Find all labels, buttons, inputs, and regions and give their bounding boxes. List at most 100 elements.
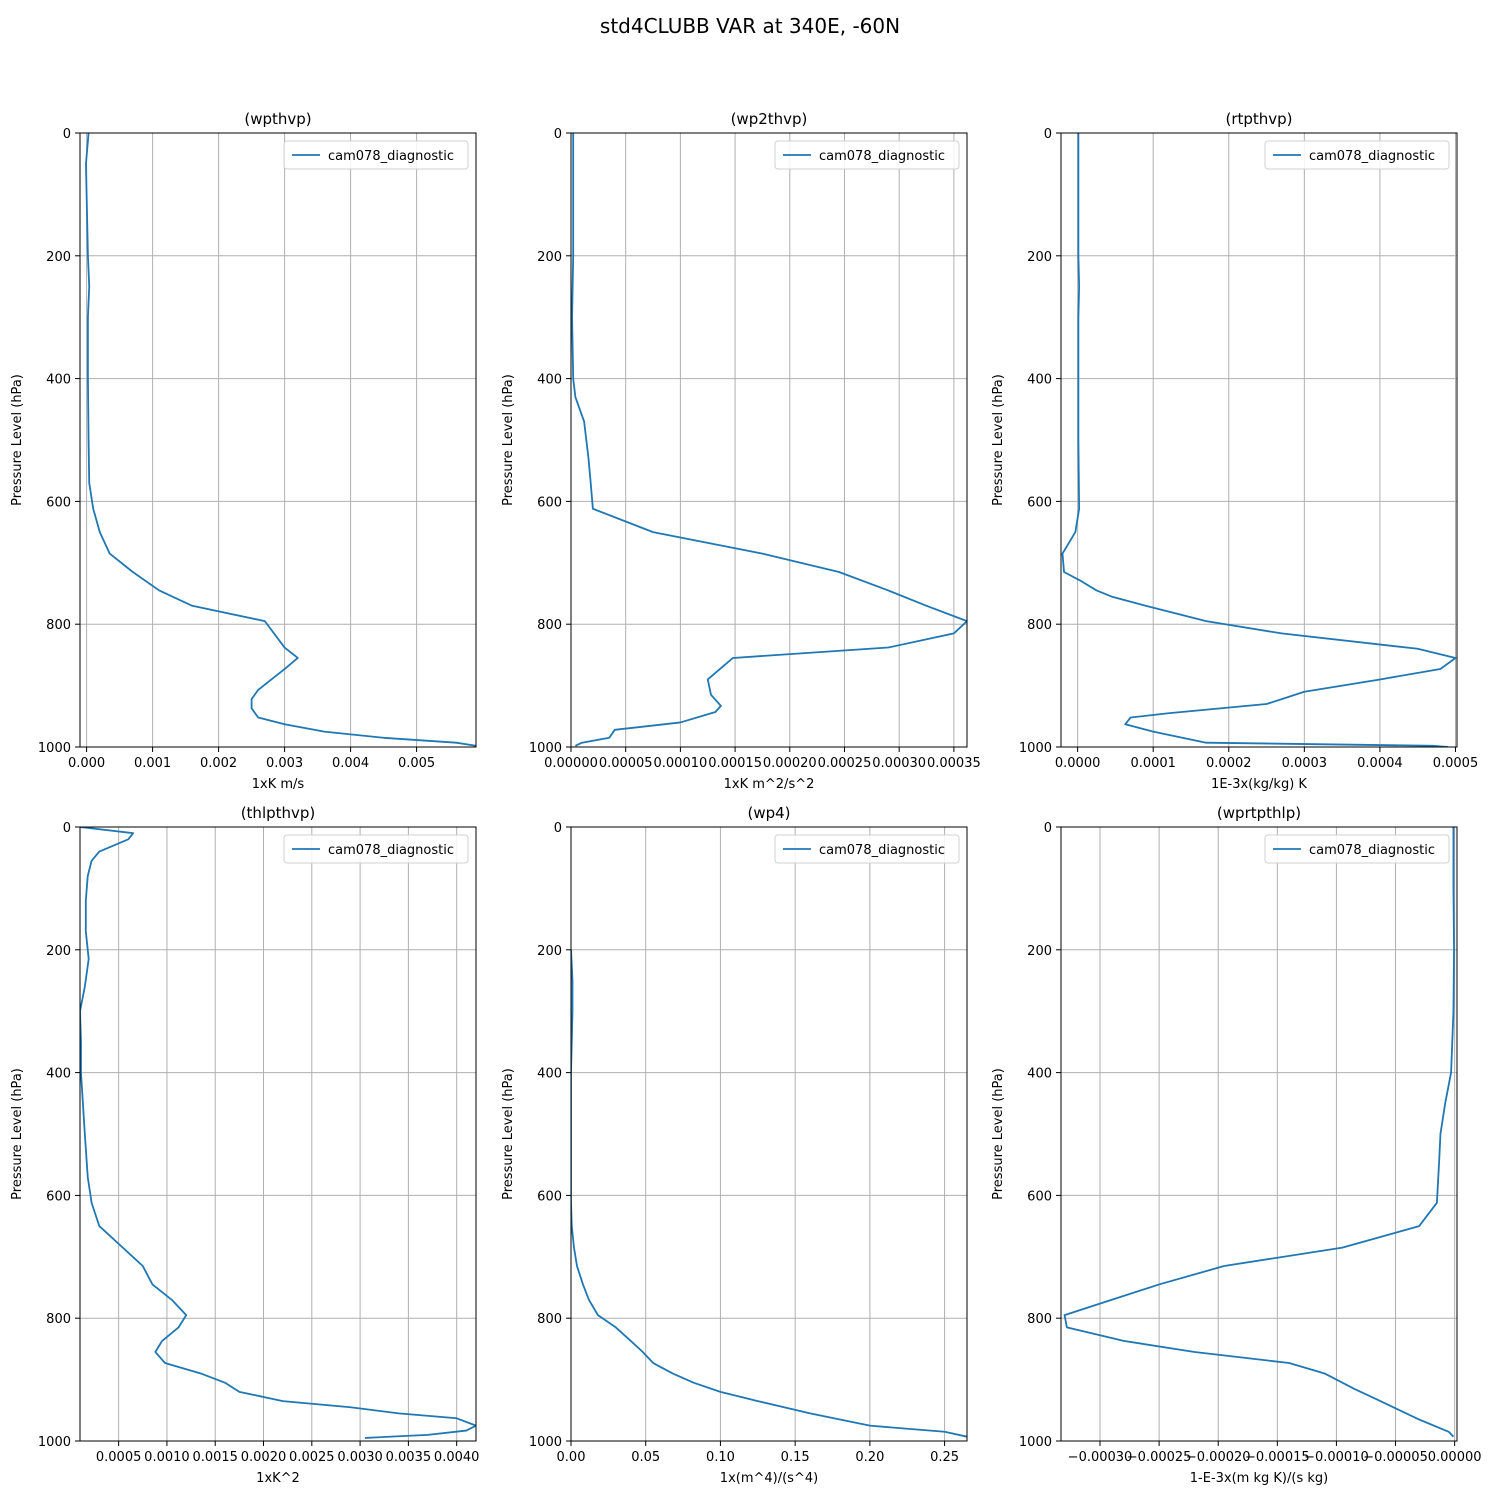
- y-axis-label: Pressure Level (hPa): [10, 374, 25, 506]
- y-tick-label: 800: [1027, 618, 1052, 633]
- axes-frame: [1060, 826, 1458, 1442]
- x-tick-label: 0.000: [68, 756, 105, 771]
- panel-title: (wpthvp): [244, 110, 311, 128]
- y-tick-label: 800: [46, 618, 71, 633]
- legend: cam078_diagnostic: [774, 834, 960, 864]
- y-tick-label: 1000: [38, 741, 71, 756]
- y-tick-label: 800: [537, 1312, 562, 1327]
- legend-box: [774, 834, 960, 864]
- y-tick-label: 0: [554, 821, 562, 836]
- x-tick-label: 0.05: [631, 1450, 660, 1465]
- y-axis-label: Pressure Level (hPa): [501, 374, 516, 506]
- legend-box: [1264, 834, 1450, 864]
- panel-title: (rtpthvp): [1225, 110, 1292, 128]
- legend-label: cam078_diagnostic: [819, 149, 945, 164]
- series-line: [1063, 827, 1455, 1438]
- y-tick-label: 600: [537, 1189, 562, 1204]
- y-tick-label: 0: [63, 127, 71, 142]
- x-tick-label: −0.00025: [1127, 1450, 1192, 1465]
- x-tick-label: 0.005: [398, 756, 435, 771]
- x-tick-label: 0.001: [134, 756, 171, 771]
- legend-label: cam078_diagnostic: [1309, 149, 1435, 164]
- x-tick-label: 0.20: [855, 1450, 884, 1465]
- panel-title: (thlpthvp): [241, 804, 316, 822]
- y-tick-label: 0: [63, 821, 71, 836]
- x-tick-label: −0.00020: [1186, 1450, 1251, 1465]
- legend-label: cam078_diagnostic: [1309, 843, 1435, 858]
- figure-title: std4CLUBB VAR at 340E, -60N: [599, 14, 901, 38]
- y-tick-label: 200: [537, 250, 562, 265]
- series-line: [80, 827, 476, 1439]
- y-tick-label: 1000: [1019, 741, 1052, 756]
- x-tick-label: 0.003: [266, 756, 303, 771]
- x-tick-label: 0.00010: [654, 756, 708, 771]
- panel-title: (wp4): [747, 804, 790, 822]
- y-tick-label: 400: [537, 1067, 562, 1082]
- y-tick-label: 400: [537, 373, 562, 388]
- y-tick-label: 400: [46, 1067, 71, 1082]
- y-tick-label: 0: [554, 127, 562, 142]
- x-axis-label: 1xK m^2/s^2: [724, 777, 815, 792]
- x-tick-label: 0.002: [200, 756, 237, 771]
- y-tick-label: 600: [46, 1189, 71, 1204]
- y-tick-label: 600: [46, 495, 71, 510]
- x-tick-label: 0.00030: [872, 756, 926, 771]
- y-tick-label: 0: [1044, 127, 1052, 142]
- x-tick-label: 0.00020: [763, 756, 817, 771]
- x-axis-label: 1xK m/s: [252, 777, 305, 792]
- legend-box: [774, 140, 960, 170]
- panel-title: (wprtpthlp): [1217, 804, 1301, 822]
- x-tick-label: 0.0025: [289, 1450, 335, 1465]
- y-tick-label: 200: [1027, 944, 1052, 959]
- legend: cam078_diagnostic: [283, 834, 469, 864]
- axes-frame: [1060, 132, 1458, 748]
- x-tick-label: 0.00005: [599, 756, 653, 771]
- x-tick-label: −0.00005: [1363, 1450, 1428, 1465]
- series-line: [571, 133, 967, 747]
- x-tick-label: 0.00: [557, 1450, 586, 1465]
- y-tick-label: 400: [1027, 1067, 1052, 1082]
- x-axis-label: 1xK^2: [256, 1471, 300, 1486]
- panel-4: 0.0005 0.0010 0.0015 0.0020 0.0025 0.0030 0.00…: [10, 804, 479, 1486]
- legend-label: cam078_diagnostic: [328, 149, 454, 164]
- legend-box: [283, 140, 469, 170]
- y-tick-label: 1000: [529, 1435, 562, 1450]
- x-tick-label: 0.0004: [1357, 756, 1403, 771]
- x-tick-label: 0.00000: [1428, 1450, 1482, 1465]
- x-tick-label: 0.004: [332, 756, 369, 771]
- x-tick-label: 0.0001: [1130, 756, 1176, 771]
- x-tick-label: 0.25: [930, 1450, 959, 1465]
- panel-1: 0.000 0.001 0.002 0.003 0.004 0.005 0 200 400 600…: [10, 110, 477, 792]
- y-tick-label: 800: [1027, 1312, 1052, 1327]
- y-tick-label: 200: [46, 944, 71, 959]
- legend-label: cam078_diagnostic: [328, 843, 454, 858]
- series-line: [1061, 133, 1457, 747]
- y-tick-label: 1000: [38, 1435, 71, 1450]
- y-tick-label: 600: [537, 495, 562, 510]
- axes-frame: [570, 826, 968, 1442]
- x-tick-label: −0.00030: [1068, 1450, 1133, 1465]
- y-tick-label: 0: [1044, 821, 1052, 836]
- y-axis-label: Pressure Level (hPa): [991, 1068, 1006, 1200]
- x-axis-label: 1-E-3x(m kg K)/(s kg): [1190, 1471, 1328, 1486]
- series-line: [571, 949, 967, 1438]
- y-tick-label: 600: [1027, 495, 1052, 510]
- y-tick-label: 200: [537, 944, 562, 959]
- x-tick-label: −0.00015: [1245, 1450, 1310, 1465]
- x-tick-label: 0.0010: [144, 1450, 190, 1465]
- y-tick-label: 400: [46, 373, 71, 388]
- y-axis-label: Pressure Level (hPa): [501, 1068, 516, 1200]
- y-tick-label: 800: [537, 618, 562, 633]
- panel-title: (wp2thvp): [731, 110, 808, 128]
- x-tick-label: 0.0030: [337, 1450, 383, 1465]
- x-tick-label: 0.0002: [1206, 756, 1252, 771]
- series-line: [85, 133, 476, 747]
- legend-box: [283, 834, 469, 864]
- panel-6: −0.00030−0.00025−0.00020−0.00015−0.00010…: [991, 804, 1482, 1486]
- x-tick-label: 0.0015: [192, 1450, 238, 1465]
- x-tick-label: 0.00000: [544, 756, 598, 771]
- x-axis-label: 1E-3x(kg/kg) K: [1211, 777, 1307, 792]
- x-tick-label: 0.10: [706, 1450, 735, 1465]
- x-axis-label: 1x(m^4)/(s^4): [720, 1471, 818, 1486]
